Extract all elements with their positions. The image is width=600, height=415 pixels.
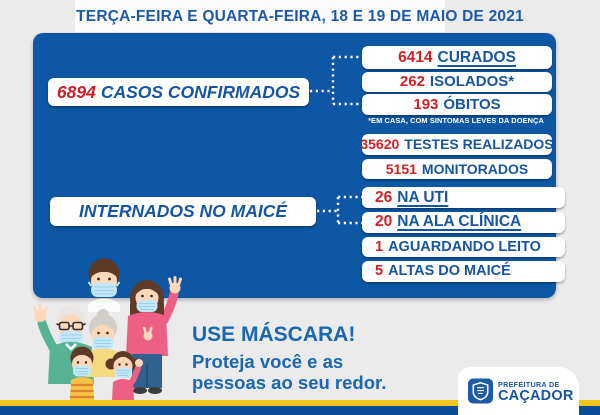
isolated-footnote: *EM CASA, COM SINTOMAS LEVES DA DOENÇA — [368, 116, 544, 125]
icu-card: 26 NA UTI — [362, 187, 565, 208]
boy-figure — [70, 346, 94, 400]
mask-slogan: USE MÁSCARA! Proteja você e as pessoas a… — [192, 323, 386, 393]
slogan-title: USE MÁSCARA! — [192, 323, 356, 346]
confirmed-cases-value: 6894 — [56, 81, 96, 102]
isolated-value: 262 — [399, 73, 425, 91]
slogan-line-2: pessoas ao seu redor. — [192, 372, 387, 393]
dad-figure — [87, 258, 121, 312]
deaths-card: 193 ÓBITOS — [362, 94, 552, 115]
recovered-value: 6414 — [398, 48, 433, 66]
monitored-card: 5151 MONITORADOS — [362, 158, 552, 179]
isolated-card: 262 ISOLADOS* — [362, 71, 552, 92]
icu-label: NA UTI — [397, 188, 449, 206]
girl-figure — [105, 351, 143, 400]
grandpa-figure — [33, 303, 94, 384]
logo-city-name: CAÇADOR — [498, 387, 574, 404]
clinical-ward-card: 20 NA ALA CLÍNICA — [362, 211, 565, 233]
isolated-label: ISOLADOS* — [429, 73, 515, 91]
tests-label: TESTES REALIZADOS — [404, 136, 554, 152]
grandma-figure — [86, 309, 120, 377]
icu-value: 26 — [375, 188, 393, 206]
date-headline: TERÇA-FEIRA E QUARTA-FEIRA, 18 E 19 DE M… — [76, 8, 524, 25]
hospitalized-label: INTERNADOS NO MAICÉ — [78, 201, 288, 221]
confirmed-cases-card: 6894 CASOS CONFIRMADOS — [48, 78, 309, 106]
clinical-ward-label: NA ALA CLÍNICA — [397, 213, 522, 230]
deaths-label: ÓBITOS — [443, 95, 501, 113]
awaiting-bed-value: 1 — [375, 238, 384, 255]
header-band — [75, 0, 445, 32]
clinical-ward-value: 20 — [375, 213, 393, 230]
deaths-value: 193 — [413, 95, 439, 113]
monitored-value: 5151 — [385, 160, 417, 177]
confirmed-cases-label: CASOS CONFIRMADOS — [100, 81, 301, 102]
awaiting-bed-label: AGUARDANDO LEITO — [388, 238, 541, 255]
tests-value: 35620 — [360, 136, 400, 152]
city-hall-logo: PREFEITURA DE CAÇADOR — [458, 367, 579, 415]
recovered-card: 6414 CURADOS — [362, 46, 552, 69]
discharged-label: ALTAS DO MAICÉ — [388, 263, 511, 280]
discharged-card: 5 ALTAS DO MAICÉ — [362, 261, 565, 282]
family-wearing-masks-illustration — [33, 258, 182, 400]
footer-yellow-stripe — [0, 400, 600, 406]
discharged-value: 5 — [375, 263, 384, 280]
cacador-crest-icon — [468, 378, 493, 404]
slogan-line-1: Proteja você e as — [192, 351, 344, 372]
recovered-label: CURADOS — [437, 48, 516, 66]
awaiting-bed-card: 1 AGUARDANDO LEITO — [362, 236, 565, 257]
monitored-label: MONITORADOS — [421, 160, 529, 177]
logo-prefeitura-text: PREFEITURA DE — [498, 379, 560, 389]
hospitalized-card: INTERNADOS NO MAICÉ — [50, 197, 316, 226]
tests-card: 35620 TESTES REALIZADOS — [360, 133, 554, 155]
footer-blue-stripe — [0, 406, 600, 415]
